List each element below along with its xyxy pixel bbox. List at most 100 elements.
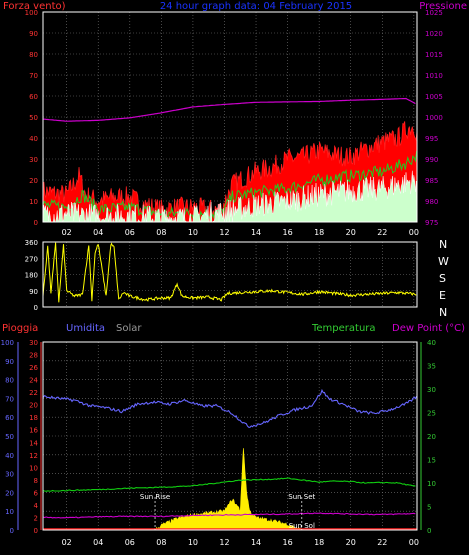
- x-tick-label: 22: [377, 538, 387, 547]
- humidity-tick-label: 90: [5, 358, 14, 366]
- rain-tick-label: 0: [34, 527, 38, 535]
- rain-tick-label: 12: [29, 452, 38, 460]
- compass-label-n2: N: [439, 306, 447, 319]
- compass-label-e: E: [439, 289, 446, 302]
- rain-tick-label: 20: [29, 402, 38, 410]
- sunrise-label: Sun Rise: [140, 493, 170, 501]
- wind-tick-label: 0: [34, 219, 38, 227]
- x-tick-label: 12: [219, 228, 229, 237]
- x-tick-label: 14: [251, 228, 261, 237]
- temperature-tick-label: 20: [427, 433, 436, 441]
- temperature-tick-label: 15: [427, 457, 436, 465]
- wind-tick-label: 90: [29, 30, 38, 38]
- rain-tick-label: 26: [29, 364, 38, 372]
- direction-tick-label: 360: [25, 239, 38, 247]
- humidity-tick-label: 10: [5, 508, 14, 516]
- x-tick-label: 22: [377, 228, 387, 237]
- wind-tick-label: 20: [29, 177, 38, 185]
- humidity-tick-label: 70: [5, 395, 14, 403]
- pressure-tick-label: 1020: [425, 30, 443, 38]
- wind-tick-label: 50: [29, 114, 38, 122]
- pressure-tick-label: 1025: [425, 9, 443, 17]
- temperature-tick-label: 5: [427, 504, 431, 512]
- direction-tick-label: 0: [34, 304, 38, 312]
- humidity-tick-label: 100: [1, 339, 14, 347]
- humidity-tick-label: 40: [5, 452, 14, 460]
- wind-direction-panel: 0 90 180 270 360: [25, 239, 418, 312]
- direction-tick-label: 270: [25, 255, 38, 263]
- wind-tick-label: 60: [29, 93, 38, 101]
- sunset-label: Sun Set: [288, 493, 315, 501]
- pressure-tick-label: 1015: [425, 51, 443, 59]
- humidity-tick-label: 80: [5, 377, 14, 385]
- panel3-frame: [42, 341, 418, 531]
- humidity-tick-label: 20: [5, 489, 14, 497]
- pressure-tick-label: 990: [425, 156, 438, 164]
- x-tick-label: 14: [251, 538, 261, 547]
- solar-legend: Solar: [116, 323, 142, 334]
- wind-tick-label: 40: [29, 135, 38, 143]
- compass-axis: N W S E N: [438, 238, 449, 319]
- pressure-tick-label: 1005: [425, 93, 443, 101]
- rain-tick-label: 24: [29, 377, 38, 385]
- temperature-tick-label: 10: [427, 480, 436, 488]
- x-tick-label: 10: [188, 538, 198, 547]
- rain-tick-label: 2: [34, 514, 38, 522]
- compass-label-w: W: [438, 255, 449, 268]
- wind-tick-label: 80: [29, 51, 38, 59]
- pressure-tick-label: 1010: [425, 72, 443, 80]
- rain-tick-label: 4: [34, 502, 39, 510]
- rain-tick-label: 28: [29, 352, 38, 360]
- x-tick-label: 06: [125, 538, 135, 547]
- rain-tick-label: 14: [29, 439, 38, 447]
- rain-tick-label: 16: [29, 427, 38, 435]
- wind-tick-label: 10: [29, 198, 38, 206]
- temperature-tick-label: 35: [427, 363, 436, 371]
- compass-label-n: N: [439, 238, 447, 251]
- x-tick-label: 20: [346, 228, 356, 237]
- wind-axis-title: Forza vento): [3, 1, 66, 12]
- rain-tick-label: 8: [34, 477, 38, 485]
- x-tick-label: 04: [93, 228, 103, 237]
- wind-pressure-panel: 0102030405060708090100975980985990995100…: [25, 9, 443, 237]
- temperature-tick-label: 30: [427, 386, 436, 394]
- humidity-legend: Umidita: [66, 323, 105, 334]
- temperature-tick-label: 0: [427, 527, 431, 535]
- temperature-line: [42, 477, 416, 492]
- x-tick-label: 04: [93, 538, 103, 547]
- x-tick-label: 06: [125, 228, 135, 237]
- x-tick-label: 10: [188, 228, 198, 237]
- pressure-tick-label: 995: [425, 135, 438, 143]
- x-tick-label: 02: [62, 228, 72, 237]
- rain-tick-label: 6: [34, 489, 39, 497]
- x-tick-label: 08: [156, 228, 166, 237]
- temperature-legend: Temperatura: [311, 323, 376, 334]
- pressure-tick-label: 1000: [425, 114, 443, 122]
- wind-tick-label: 100: [25, 9, 38, 17]
- chart-title: 24 hour graph data: 04 February 2015: [160, 1, 352, 12]
- panel1-frame: [42, 11, 418, 223]
- rain-tick-label: 30: [29, 339, 38, 347]
- x-tick-label: 20: [346, 538, 356, 547]
- wind-tick-label: 70: [29, 72, 38, 80]
- direction-tick-label: 180: [25, 272, 38, 280]
- humidity-tick-label: 30: [5, 471, 14, 479]
- humidity-line: [42, 388, 418, 428]
- pressure-line: [42, 97, 416, 122]
- dewpoint-legend: Dew Point (°C): [392, 323, 465, 334]
- wind-speed-area: [42, 170, 418, 223]
- humidity-tick-label: 60: [5, 414, 14, 422]
- x-tick-label: 00: [409, 228, 419, 237]
- wind-tick-label: 30: [29, 156, 38, 164]
- x-tick-label: 16: [283, 538, 293, 547]
- rain-legend: Pioggia: [2, 323, 38, 334]
- x-tick-label: 18: [314, 538, 324, 547]
- direction-tick-label: 90: [29, 288, 38, 296]
- x-tick-label: 08: [156, 538, 166, 547]
- temperature-tick-label: 40: [427, 339, 436, 347]
- rain-tick-label: 18: [29, 414, 38, 422]
- rain-tick-label: 22: [29, 389, 38, 397]
- x-tick-label: 02: [62, 538, 72, 547]
- humidity-tick-label: 0: [10, 527, 14, 535]
